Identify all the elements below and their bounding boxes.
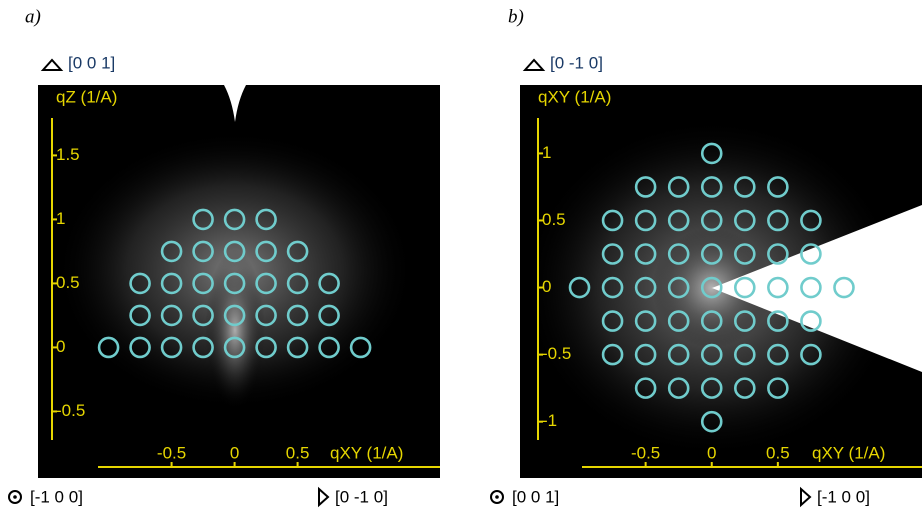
page: a) [0 0 1] [-1 0 0] [0 -1 0] qZ (1/A) qXY (1/…: [0, 0, 922, 519]
y-tick-label: 0: [56, 337, 65, 356]
left-direction: [0 0 1]: [512, 487, 559, 506]
up-icon: [43, 60, 61, 70]
up-icon: [525, 60, 543, 70]
left-direction: [-1 0 0]: [30, 487, 83, 506]
right-direction: [0 -1 0]: [335, 487, 388, 506]
panel-title: a): [25, 6, 41, 27]
out-of-plane-icon: [495, 495, 499, 499]
y-tick-label: 1.5: [56, 145, 80, 164]
figure: a) [0 0 1] [-1 0 0] [0 -1 0] qZ (1/A) qXY (1/…: [0, 0, 922, 519]
x-tick-label: 0.5: [286, 443, 310, 462]
out-of-plane-icon: [13, 495, 17, 499]
y-tick-label: 0.5: [542, 210, 566, 229]
y-tick-label: 1: [56, 209, 65, 228]
up-direction: [0 -1 0]: [550, 53, 603, 72]
y-axis-label: qZ (1/A): [56, 87, 117, 106]
x-axis-label: qXY (1/A): [812, 443, 885, 462]
y-tick-label: 0.5: [56, 273, 80, 292]
right-direction: [-1 0 0]: [817, 487, 870, 506]
x-axis-label: qXY (1/A): [330, 443, 403, 462]
y-tick-label: -0.5: [56, 401, 85, 420]
up-direction: [0 0 1]: [68, 53, 115, 72]
y-tick-label: -1: [542, 411, 557, 430]
panel-title: b): [508, 6, 524, 27]
y-tick-label: 0: [542, 277, 551, 296]
y-axis-label: qXY (1/A): [538, 87, 611, 106]
y-tick-label: 1: [542, 143, 551, 162]
right-icon: [319, 489, 328, 505]
y-tick-label: -0.5: [542, 344, 571, 363]
x-tick-label: -0.5: [631, 443, 660, 462]
x-tick-label: 0: [707, 443, 716, 462]
x-tick-label: 0: [230, 443, 239, 462]
x-tick-label: 0.5: [766, 443, 790, 462]
right-icon: [801, 489, 810, 505]
x-tick-label: -0.5: [157, 443, 186, 462]
